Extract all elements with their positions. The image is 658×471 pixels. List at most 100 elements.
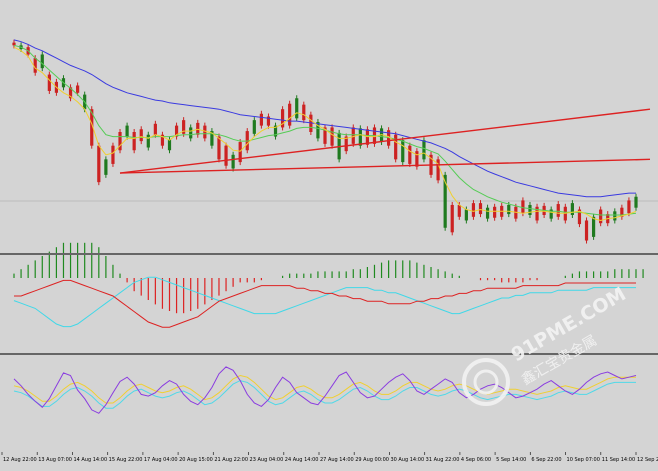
price-candle-body xyxy=(125,125,129,137)
price-candle-body xyxy=(104,159,108,175)
price-candle-body xyxy=(521,200,525,214)
price-candle-body xyxy=(189,127,193,139)
time-axis-label: 20 Aug 15:00 xyxy=(179,457,213,463)
price-candle-body xyxy=(210,131,214,146)
time-axis-label: 30 Aug 14:00 xyxy=(390,457,424,463)
price-candle-body xyxy=(288,103,292,126)
price-candle-body xyxy=(394,134,398,160)
price-candle-body xyxy=(471,203,476,217)
price-candle-body xyxy=(358,128,362,146)
time-axis-label: 17 Aug 04:00 xyxy=(144,457,178,463)
price-candle-body xyxy=(627,200,631,214)
stochastic-panel xyxy=(13,366,637,414)
price-candle-body xyxy=(507,204,511,215)
price-candle-body xyxy=(118,132,122,151)
price-candle-body xyxy=(528,204,532,215)
price-candle-body xyxy=(90,109,94,146)
price-candle-body xyxy=(535,206,539,221)
price-candle-body xyxy=(422,140,426,160)
time-axis-label: 12 Aug 22:00 xyxy=(3,457,37,463)
price-candle-body xyxy=(577,209,582,225)
price-candle-body xyxy=(344,136,348,152)
price-candle-body xyxy=(436,159,440,181)
price-candle-body xyxy=(12,42,16,46)
price-trend-line-lower xyxy=(120,158,651,174)
price-candle-body xyxy=(302,104,306,121)
price-candle-body xyxy=(132,132,136,151)
time-axis-label: 13 Aug 07:00 xyxy=(38,457,72,463)
price-candle-body xyxy=(330,127,334,146)
time-axis-label: 5 Sep 14:00 xyxy=(496,457,526,463)
time-axis-label: 14 Aug 14:00 xyxy=(73,457,107,463)
stoch-d-line xyxy=(13,374,636,404)
price-candle-body xyxy=(408,145,412,164)
price-candle-body xyxy=(167,139,172,151)
price-candle-body xyxy=(33,58,37,73)
price-candle-body xyxy=(556,204,560,217)
price-candle-body xyxy=(160,134,165,146)
price-candle-body xyxy=(401,140,405,163)
time-axis-label: 31 Aug 22:00 xyxy=(426,457,460,463)
time-axis-label: 12 Sep 22:00 xyxy=(637,457,658,463)
price-candle-body xyxy=(478,203,483,215)
price-candle-body xyxy=(174,125,179,137)
price-candle-body xyxy=(485,207,490,219)
price-candle-body xyxy=(76,85,80,93)
stoch-k-line xyxy=(13,366,637,414)
price-candle-body xyxy=(146,134,150,148)
price-candle-body xyxy=(295,98,299,119)
time-axis: 12 Aug 22:00 13 Aug 07:00 14 Aug 14:00 15 A… xyxy=(1,452,658,463)
price-candle-body xyxy=(613,211,617,221)
price-candle-body xyxy=(584,220,589,241)
price-candle-body xyxy=(450,204,454,233)
price-ma-fast-line xyxy=(13,46,637,222)
stoch-cyan-line xyxy=(13,380,636,409)
price-candle-body xyxy=(217,136,221,160)
time-axis-label: 27 Aug 14:00 xyxy=(320,457,354,463)
price-candle-body xyxy=(415,151,419,167)
time-axis-label: 21 Aug 22:00 xyxy=(214,457,248,463)
price-candle-body xyxy=(457,204,461,217)
price-candle-body xyxy=(238,142,242,163)
price-candle-body xyxy=(266,116,271,126)
price-candle-body xyxy=(493,206,497,218)
price-candle-body xyxy=(549,209,553,219)
macd-signal-red-line xyxy=(14,279,636,328)
price-ma-mid-line xyxy=(13,44,637,216)
price-candle-body xyxy=(97,145,101,183)
macd-panel xyxy=(13,242,644,328)
price-candle-body xyxy=(316,121,320,139)
price-candle-body xyxy=(40,54,44,69)
price-candle-body xyxy=(203,125,207,139)
price-panel xyxy=(0,39,658,244)
price-candle-body xyxy=(153,123,157,135)
price-candle-body xyxy=(634,196,638,208)
macd-signal-cyan-line xyxy=(13,276,636,328)
price-candle-body xyxy=(182,120,186,134)
time-axis-label: 29 Aug 00:00 xyxy=(355,457,389,463)
time-axis-label: 11 Sep 14:00 xyxy=(602,457,635,463)
price-candle-body xyxy=(591,216,596,237)
price-candle-body xyxy=(464,209,468,221)
price-candle-body xyxy=(252,120,256,134)
price-ma-slow-line xyxy=(13,39,636,198)
time-axis-label: 15 Aug 22:00 xyxy=(109,457,143,463)
time-axis-label: 23 Aug 04:00 xyxy=(250,457,284,463)
price-candle-body xyxy=(47,74,51,91)
time-axis-label: 24 Aug 14:00 xyxy=(285,457,319,463)
price-candle-body xyxy=(570,203,574,215)
watermark-logo-icon xyxy=(462,358,510,406)
price-candle-body xyxy=(68,87,73,99)
price-candle-body xyxy=(111,145,115,164)
price-candle-body xyxy=(443,174,447,228)
price-trend-line-upper xyxy=(119,108,651,174)
time-axis-label: 4 Sep 06:00 xyxy=(461,457,491,463)
price-candle-body xyxy=(599,209,603,224)
price-candle-body xyxy=(280,109,285,128)
time-axis-label: 10 Sep 07:00 xyxy=(567,457,600,463)
time-axis-label: 6 Sep 22:00 xyxy=(531,457,561,463)
price-candle-body xyxy=(620,207,624,217)
price-candle-body xyxy=(139,129,143,142)
